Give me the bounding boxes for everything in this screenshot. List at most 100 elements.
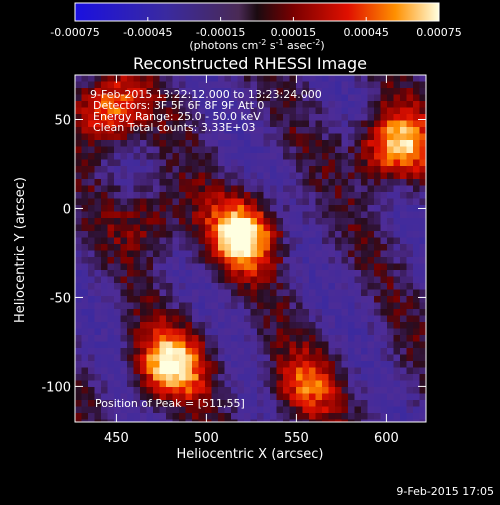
heatmap-cell bbox=[94, 322, 102, 329]
heatmap-cell bbox=[348, 88, 355, 95]
heatmap-cell bbox=[146, 185, 154, 193]
heatmap-cell bbox=[250, 224, 258, 232]
heatmap-cell bbox=[224, 114, 232, 121]
heatmap-cell bbox=[387, 289, 394, 297]
heatmap-cell bbox=[172, 400, 180, 407]
heatmap-cell bbox=[400, 88, 407, 95]
heatmap-cell bbox=[172, 419, 180, 422]
heatmap-cell bbox=[224, 237, 232, 245]
heatmap-cell bbox=[120, 322, 128, 329]
heatmap-cell bbox=[244, 218, 251, 225]
heatmap-cell bbox=[270, 244, 277, 251]
heatmap-cell bbox=[185, 179, 193, 186]
heatmap-cell bbox=[218, 309, 225, 316]
heatmap-cell bbox=[387, 276, 394, 284]
heatmap-cell bbox=[101, 413, 108, 420]
heatmap-cell bbox=[263, 380, 271, 388]
heatmap-cell bbox=[185, 231, 193, 238]
heatmap-cell bbox=[88, 387, 95, 394]
heatmap-cell bbox=[101, 231, 108, 238]
heatmap-cell bbox=[374, 166, 381, 173]
heatmap-cell bbox=[380, 348, 388, 355]
heatmap-cell bbox=[328, 283, 336, 290]
heatmap-cell bbox=[322, 75, 329, 82]
heatmap-cell bbox=[393, 296, 401, 303]
heatmap-cell bbox=[322, 198, 329, 206]
heatmap-cell bbox=[400, 185, 407, 193]
heatmap-cell bbox=[120, 335, 128, 342]
heatmap-cell bbox=[354, 348, 362, 355]
heatmap-cell bbox=[380, 302, 388, 310]
heatmap-cell bbox=[127, 140, 134, 147]
heatmap-cell bbox=[159, 283, 167, 290]
heatmap-cell bbox=[127, 166, 134, 173]
heatmap-cell bbox=[302, 315, 310, 323]
heatmap-cell bbox=[107, 413, 115, 420]
heatmap-cell bbox=[159, 120, 167, 128]
heatmap-cell bbox=[413, 205, 420, 212]
heatmap-cell bbox=[127, 341, 134, 349]
heatmap-cell bbox=[270, 88, 277, 95]
heatmap-cell bbox=[283, 276, 290, 284]
heatmap-cell bbox=[413, 198, 420, 206]
heatmap-cell bbox=[114, 309, 121, 316]
heatmap-cell bbox=[315, 244, 323, 251]
heatmap-cell bbox=[270, 198, 277, 206]
heatmap-cell bbox=[270, 172, 277, 180]
time-range-text: 9-Feb-2015 13:22:12.000 to 13:23:24.000 bbox=[90, 88, 322, 101]
heatmap-cell bbox=[348, 393, 355, 401]
heatmap-cell bbox=[270, 361, 277, 368]
heatmap-cell bbox=[335, 289, 342, 297]
heatmap-cell bbox=[374, 257, 381, 264]
heatmap-cell bbox=[380, 107, 388, 115]
heatmap-cell bbox=[114, 172, 121, 180]
heatmap-cell bbox=[250, 367, 258, 375]
heatmap-cell bbox=[296, 146, 303, 154]
heatmap-cell bbox=[393, 133, 401, 141]
heatmap-cell bbox=[348, 101, 355, 108]
heatmap-cell bbox=[296, 335, 303, 342]
heatmap-cell bbox=[218, 237, 225, 245]
heatmap-cell bbox=[367, 231, 375, 238]
heatmap-cell bbox=[322, 94, 329, 102]
heatmap-cell bbox=[244, 88, 251, 95]
heatmap-cell bbox=[257, 406, 264, 414]
heatmap-cell bbox=[354, 192, 362, 199]
heatmap-cell bbox=[400, 263, 407, 271]
heatmap-cell bbox=[140, 88, 147, 95]
heatmap-cell bbox=[101, 146, 108, 154]
heatmap-cell bbox=[257, 211, 264, 219]
heatmap-cell bbox=[146, 120, 154, 128]
heatmap-cell bbox=[159, 244, 167, 251]
heatmap-cell bbox=[172, 289, 180, 297]
heatmap-cell bbox=[419, 341, 426, 349]
heatmap-cell bbox=[380, 94, 388, 102]
heatmap-cell bbox=[406, 367, 414, 375]
heatmap-cell bbox=[211, 224, 219, 232]
heatmap-cell bbox=[205, 218, 212, 225]
heatmap-cell bbox=[75, 81, 82, 89]
heatmap-cell bbox=[75, 107, 82, 115]
heatmap-cell bbox=[172, 107, 180, 115]
heatmap-cell bbox=[250, 387, 258, 394]
heatmap-cell bbox=[250, 94, 258, 102]
heatmap-cell bbox=[81, 88, 89, 95]
heatmap-cell bbox=[348, 94, 355, 102]
heatmap-cell bbox=[185, 400, 193, 407]
heatmap-cell bbox=[179, 380, 186, 388]
heatmap-cell bbox=[140, 218, 147, 225]
heatmap-cell bbox=[75, 172, 82, 180]
heatmap-cell bbox=[224, 276, 232, 284]
heatmap-cell bbox=[406, 231, 414, 238]
heatmap-cell bbox=[283, 380, 290, 388]
heatmap-cell bbox=[133, 198, 141, 206]
heatmap-cell bbox=[354, 75, 362, 82]
heatmap-cell bbox=[237, 153, 245, 160]
heatmap-cell bbox=[81, 237, 89, 245]
heatmap-cell bbox=[107, 341, 115, 349]
heatmap-cell bbox=[283, 335, 290, 342]
heatmap-cell bbox=[120, 211, 128, 219]
heatmap-cell bbox=[341, 218, 349, 225]
heatmap-cell bbox=[250, 289, 258, 297]
heatmap-cell bbox=[289, 198, 297, 206]
